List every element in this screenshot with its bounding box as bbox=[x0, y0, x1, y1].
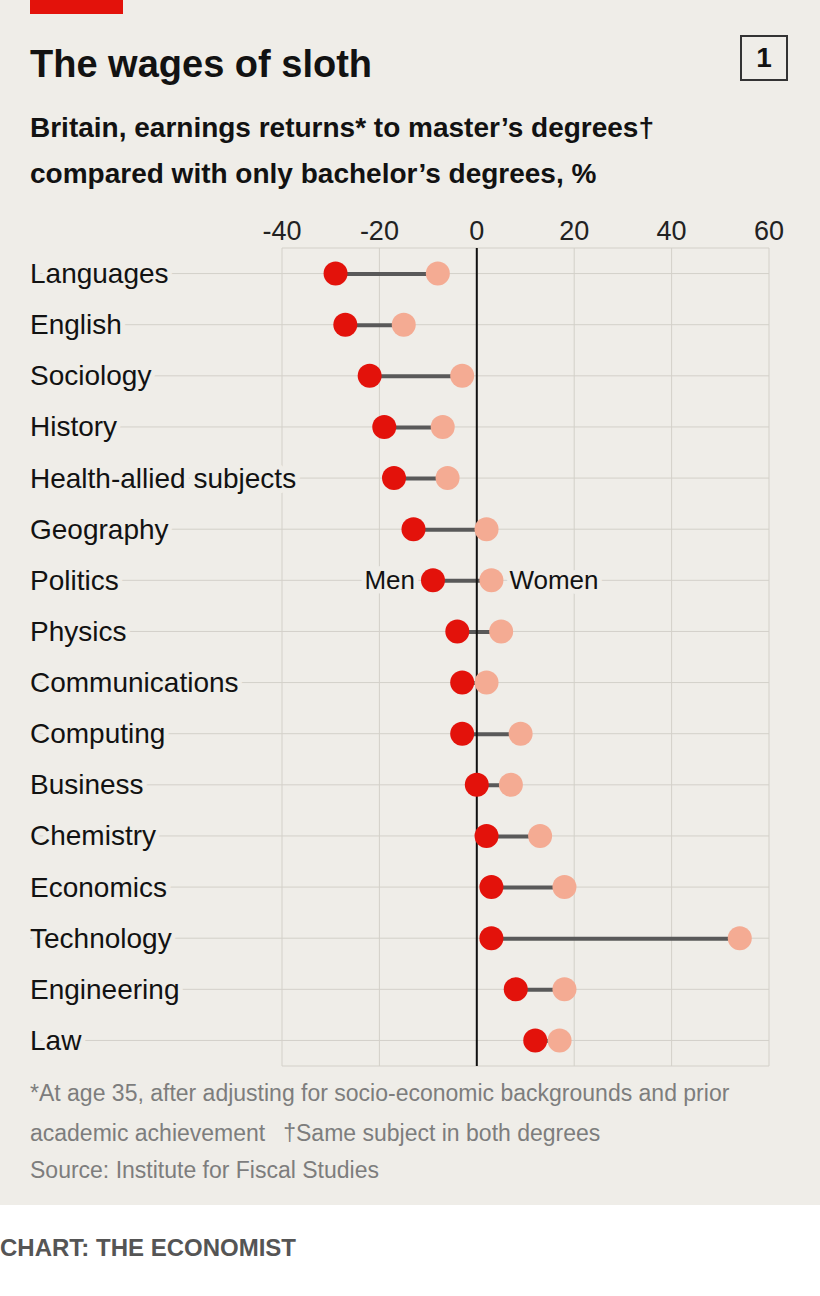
svg-text:Computing: Computing bbox=[30, 718, 165, 749]
html-text:Source: Institute for Fiscal S: Source: Institute for Fiscal Studies bbox=[30, 1157, 379, 1183]
svg-text:Technology: Technology bbox=[30, 923, 172, 954]
svg-text:Business: Business bbox=[30, 769, 144, 800]
html-text:*At age 35, after adjusting fo: *At age 35, after adjusting for socio-ec… bbox=[30, 1080, 730, 1146]
svg-text:60: 60 bbox=[754, 216, 784, 246]
svg-text:0: 0 bbox=[469, 216, 484, 246]
svg-text:Communications: Communications bbox=[30, 667, 239, 698]
svg-text:Health-allied subjects: Health-allied subjects bbox=[30, 463, 296, 494]
svg-text:Languages: Languages bbox=[30, 258, 169, 289]
html-text:1: 1 bbox=[756, 42, 772, 73]
svg-text:Sociology: Sociology bbox=[30, 360, 151, 391]
svg-text:History: History bbox=[30, 411, 117, 442]
svg-text:20: 20 bbox=[559, 216, 589, 246]
svg-text:Physics: Physics bbox=[30, 616, 126, 647]
svg-text:Women: Women bbox=[509, 565, 598, 595]
html-text:The wages of sloth: The wages of sloth bbox=[30, 43, 372, 85]
html-text:†Same subject in both degrees: †Same subject in both degrees bbox=[283, 1120, 601, 1146]
svg-text:Economics: Economics bbox=[30, 872, 167, 903]
html-text:Britain, earnings returns* to: Britain, earnings returns* to master’s d… bbox=[30, 112, 654, 189]
svg-text:Law: Law bbox=[30, 1025, 82, 1056]
svg-text:-20: -20 bbox=[360, 216, 399, 246]
svg-text:-40: -40 bbox=[262, 216, 301, 246]
svg-text:Men: Men bbox=[364, 565, 415, 595]
svg-text:English: English bbox=[30, 309, 122, 340]
svg-text:Chemistry: Chemistry bbox=[30, 820, 156, 851]
svg-text:Engineering: Engineering bbox=[30, 974, 179, 1005]
svg-text:Politics: Politics bbox=[30, 565, 119, 596]
svg-text:40: 40 bbox=[657, 216, 687, 246]
svg-text:Geography: Geography bbox=[30, 514, 169, 545]
html-text:CHART: THE ECONOMIST: CHART: THE ECONOMIST bbox=[0, 1234, 296, 1261]
